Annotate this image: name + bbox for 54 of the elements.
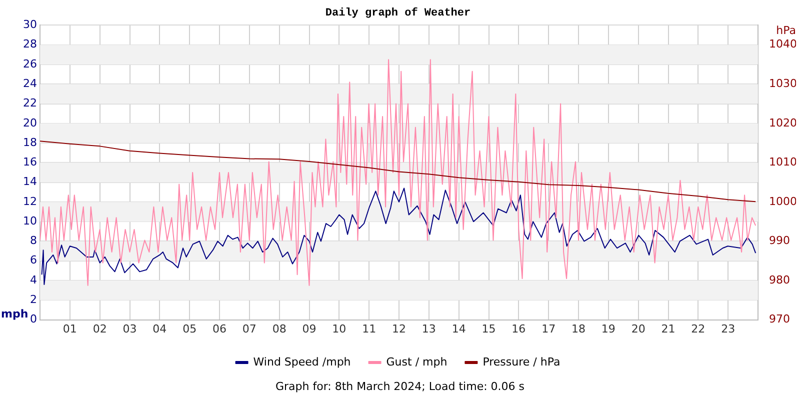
- y2-tick-label: 980: [769, 273, 790, 286]
- x-tick-label: 10: [332, 322, 346, 336]
- text: Graph for: 8th March 2024; Load time: 0.06 s: [275, 380, 525, 393]
- y-tick-label: 26: [23, 57, 37, 70]
- y2-tick-label: 1010: [769, 156, 797, 169]
- legend-label: Wind Speed /mph: [253, 355, 351, 368]
- y2-tick-label: 1020: [769, 116, 797, 130]
- x-tick-label: 23: [721, 322, 736, 336]
- x-tick-label: 18: [572, 322, 586, 336]
- x-tick-label: 19: [601, 322, 616, 336]
- x-tick-label: 06: [212, 322, 226, 336]
- y2-tick-label: 1000: [769, 194, 797, 208]
- y2-axis-title: hPa: [776, 24, 796, 38]
- x-tick-label: 17: [542, 322, 556, 336]
- x-tick-label: 14: [452, 322, 466, 336]
- y-tick-label: 28: [23, 38, 37, 51]
- y2-tick-label: 990: [769, 234, 790, 248]
- y-axis-title: mph: [1, 308, 28, 321]
- x-tick-label: 02: [92, 322, 107, 336]
- x-tick-label: 07: [242, 322, 256, 336]
- x-tick-label: 15: [482, 322, 496, 336]
- x-tick-label: 21: [661, 322, 676, 336]
- x-tick-label: 16: [512, 322, 526, 336]
- y-tick-label: 8: [30, 234, 37, 248]
- y-tick-label: 24: [23, 76, 37, 90]
- y-tick-label: 20: [23, 116, 37, 130]
- y-tick-label: 18: [23, 136, 37, 149]
- y-tick-label: 12: [23, 194, 37, 208]
- x-tick-label: 04: [152, 322, 167, 336]
- legend-label: Pressure / hPa: [482, 355, 560, 368]
- y-tick-label: 4: [30, 273, 37, 286]
- y2-tick-label: 1030: [769, 76, 797, 90]
- y-tick-label: 22: [23, 96, 37, 110]
- y-tick-label: 10: [23, 214, 37, 228]
- legend-label: Gust / mph: [386, 355, 448, 368]
- x-tick-label: 12: [392, 322, 406, 336]
- y-tick-label: 30: [23, 18, 37, 32]
- y-tick-label: 2: [30, 293, 37, 306]
- y-tick-label: 14: [23, 175, 37, 188]
- y-tick-label: 16: [23, 156, 37, 169]
- x-tick-label: 05: [182, 322, 197, 336]
- y2-tick-label: 1040: [769, 38, 797, 51]
- chart-title: Daily graph of Weather: [325, 6, 471, 20]
- x-tick-label: 13: [422, 322, 436, 336]
- x-tick-label: 03: [122, 322, 137, 336]
- x-tick-label: 01: [62, 322, 77, 336]
- x-tick-label: 08: [272, 322, 286, 336]
- x-tick-label: 20: [631, 322, 646, 336]
- y-tick-label: 6: [30, 254, 37, 267]
- x-tick-label: 09: [302, 322, 316, 336]
- y-tick-label: 0: [30, 312, 37, 326]
- y2-tick-label: 970: [769, 312, 790, 326]
- x-tick-label: 22: [691, 322, 706, 336]
- x-tick-label: 11: [362, 322, 376, 336]
